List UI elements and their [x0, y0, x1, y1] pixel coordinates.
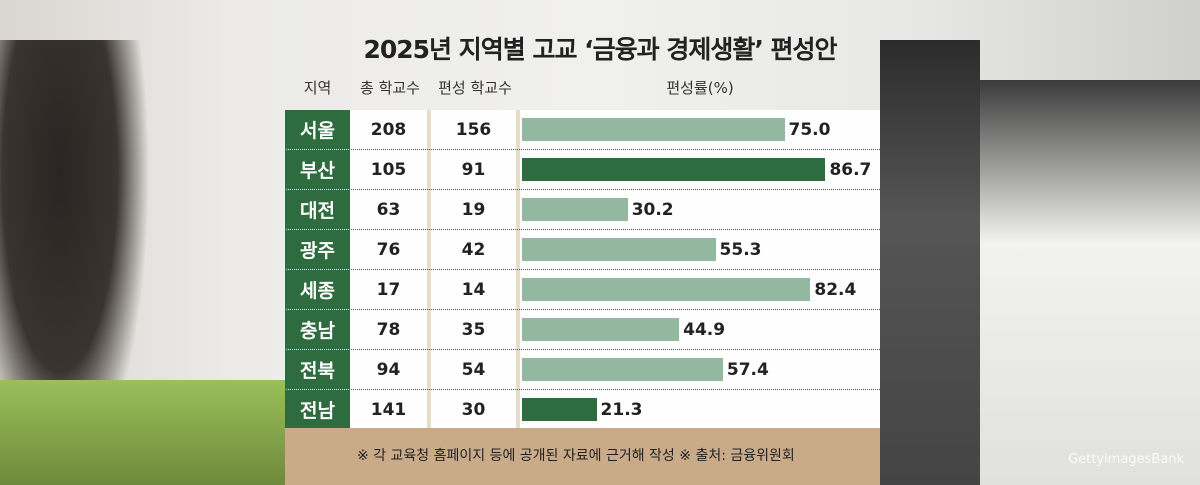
table-row: 대전 63 19 30.2: [285, 190, 880, 230]
bar: [522, 358, 723, 381]
photo-credit: GettyimagesBank: [1068, 452, 1184, 467]
region-label: 광주: [285, 230, 350, 269]
region-label: 세종: [285, 270, 350, 309]
table-row: 충남 78 35 44.9: [285, 310, 880, 350]
header-rate: 편성률(%): [666, 79, 734, 97]
bar: [522, 238, 716, 261]
background-students-right: [980, 80, 1200, 485]
region-label: 충남: [285, 310, 350, 349]
region-label: 전북: [285, 350, 350, 389]
bar: [522, 278, 811, 301]
assigned-schools: 35: [461, 319, 486, 340]
bar: [522, 118, 785, 141]
value-label: 86.7: [829, 159, 872, 180]
table-row: 광주 76 42 55.3: [285, 230, 880, 270]
table-row: 서울 208 156 75.0: [285, 110, 880, 150]
total-schools: 17: [376, 279, 401, 300]
value-label: 44.9: [683, 319, 726, 340]
footnote-band: ※ 각 교육청 홈페이지 등에 공개된 자료에 근거해 작성 ※ 출처: 금융위…: [285, 428, 880, 485]
header-total: 총 학교수: [360, 79, 420, 97]
assigned-schools: 14: [461, 279, 486, 300]
assigned-schools: 19: [461, 199, 486, 220]
value-label: 75.0: [788, 119, 831, 140]
data-table: 서울 208 156 75.0 부산 105 91 86.7 대전 63 19 30…: [285, 110, 880, 430]
assigned-schools: 54: [461, 359, 486, 380]
bar: [522, 398, 597, 421]
bar: [522, 198, 628, 221]
total-schools: 63: [376, 199, 401, 220]
total-schools: 105: [370, 159, 407, 180]
region-label: 부산: [285, 150, 350, 189]
total-schools: 208: [370, 119, 407, 140]
value-label: 57.4: [726, 359, 769, 380]
chart-title: 2025년 지역별 고교 ‘금융과 경제생활’ 편성안: [363, 35, 837, 64]
value-label: 21.3: [600, 399, 643, 420]
region-label: 대전: [285, 190, 350, 229]
value-label: 55.3: [719, 239, 762, 260]
background-desk-left: [0, 380, 285, 485]
bar: [522, 158, 826, 181]
assigned-schools: 42: [461, 239, 486, 260]
table-row: 부산 105 91 86.7: [285, 150, 880, 190]
total-schools: 94: [376, 359, 401, 380]
table-row: 세종 17 14 82.4: [285, 270, 880, 310]
value-label: 82.4: [814, 279, 857, 300]
region-label: 전남: [285, 390, 350, 429]
header-assigned: 편성 학교수: [438, 79, 512, 97]
background-teacher: [880, 40, 980, 485]
total-schools: 141: [370, 399, 407, 420]
total-schools: 76: [376, 239, 401, 260]
total-schools: 78: [376, 319, 401, 340]
bar: [522, 318, 680, 341]
header-region: 지역: [303, 79, 332, 97]
value-label: 30.2: [631, 199, 674, 220]
footnote: ※ 각 교육청 홈페이지 등에 공개된 자료에 근거해 작성 ※ 출처: 금융위…: [357, 448, 795, 464]
assigned-schools: 30: [461, 399, 486, 420]
assigned-schools: 156: [455, 119, 492, 140]
assigned-schools: 91: [461, 159, 486, 180]
region-label: 서울: [285, 110, 350, 149]
table-row: 전남 141 30 21.3: [285, 390, 880, 430]
table-row: 전북 94 54 57.4: [285, 350, 880, 390]
